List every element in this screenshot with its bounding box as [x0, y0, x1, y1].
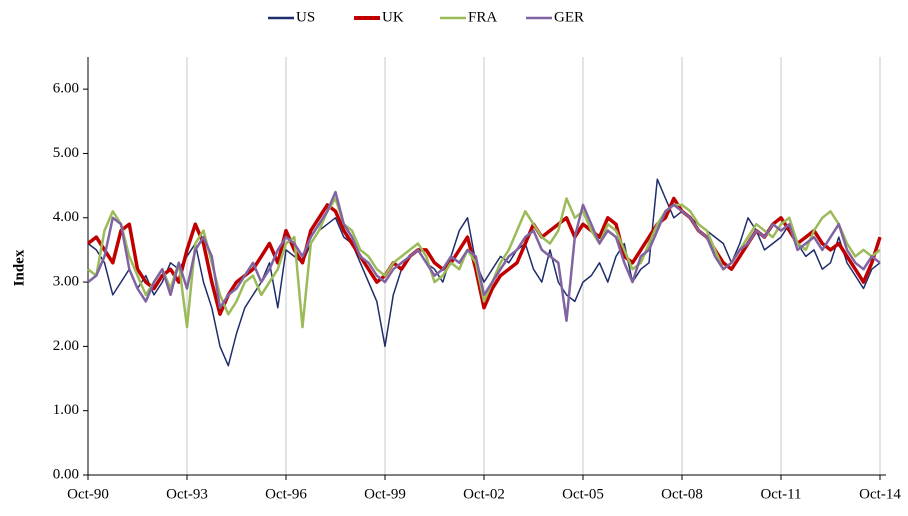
- y-tick-label: 4.00: [53, 209, 79, 225]
- x-tick-label: Oct-90: [67, 486, 109, 502]
- series-line: [87, 178, 881, 367]
- y-tick-label: 3.00: [53, 274, 79, 290]
- legend-label: UK: [382, 9, 404, 25]
- x-tick-label: Oct-93: [166, 486, 208, 502]
- x-tick-label: Oct-08: [661, 486, 703, 502]
- y-axis-label: Index: [11, 249, 27, 286]
- y-tick-label: 2.00: [53, 338, 79, 354]
- legend-label: FRA: [468, 9, 497, 25]
- legend-label: US: [296, 9, 315, 25]
- legend-label: GER: [554, 9, 584, 25]
- series-line: [87, 197, 881, 329]
- x-tick-label: Oct-02: [463, 486, 505, 502]
- x-tick-label: Oct-11: [760, 486, 801, 502]
- y-tick-label: 1.00: [53, 402, 79, 418]
- y-tick-label: 6.00: [53, 81, 79, 97]
- x-tick-label: Oct-05: [562, 486, 604, 502]
- y-tick-label: 5.00: [53, 145, 79, 161]
- x-tick-label: Oct-96: [265, 486, 307, 502]
- x-tick-label: Oct-14: [859, 486, 901, 502]
- y-tick-label: 0.00: [53, 466, 79, 482]
- series-line: [87, 190, 881, 322]
- x-tick-label: Oct-99: [364, 486, 406, 502]
